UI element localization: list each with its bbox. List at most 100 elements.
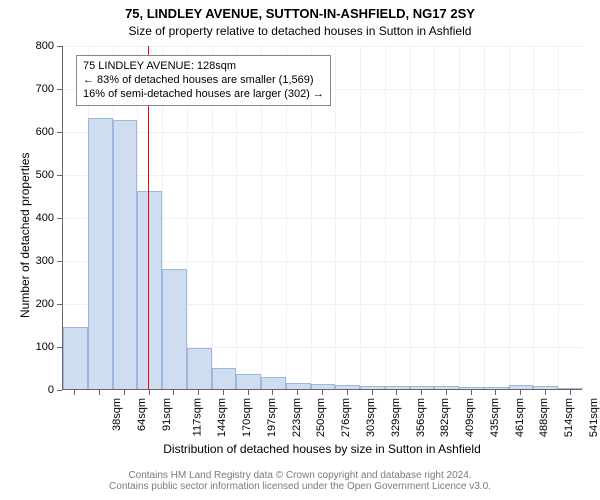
ytick-label: 0 xyxy=(22,384,54,396)
histogram-bar xyxy=(459,387,484,389)
xtick-label: 541sqm xyxy=(588,398,600,437)
ytick-mark xyxy=(57,89,62,90)
chart-footnote: Contains HM Land Registry data © Crown c… xyxy=(0,470,600,492)
chart-subtitle: Size of property relative to detached ho… xyxy=(0,24,600,38)
xtick-mark xyxy=(545,390,546,395)
xtick-label: 117sqm xyxy=(191,398,203,436)
xtick-label: 276sqm xyxy=(340,398,352,437)
ytick-label: 600 xyxy=(22,126,54,138)
xtick-label: 197sqm xyxy=(266,398,278,437)
ytick-mark xyxy=(57,261,62,262)
xtick-mark xyxy=(124,390,125,395)
histogram-bar xyxy=(212,368,237,390)
xtick-mark xyxy=(248,390,249,395)
histogram-bar xyxy=(63,327,88,389)
ytick-mark xyxy=(57,390,62,391)
xtick-mark xyxy=(297,390,298,395)
histogram-bar xyxy=(137,191,162,389)
histogram-bar xyxy=(88,118,113,389)
ytick-label: 700 xyxy=(22,83,54,95)
ytick-label: 500 xyxy=(22,169,54,181)
xtick-mark xyxy=(99,390,100,395)
xtick-mark xyxy=(223,390,224,395)
gridline-v xyxy=(335,46,336,389)
gridline-v xyxy=(360,46,361,389)
x-axis-label: Distribution of detached houses by size … xyxy=(62,442,582,456)
xtick-label: 91sqm xyxy=(161,398,173,431)
xtick-mark xyxy=(471,390,472,395)
xtick-label: 38sqm xyxy=(111,398,123,431)
annotation-line-2: ← 83% of detached houses are smaller (1,… xyxy=(83,74,324,88)
xtick-mark xyxy=(421,390,422,395)
histogram-bar xyxy=(335,385,360,389)
histogram-bar xyxy=(434,386,459,389)
xtick-mark xyxy=(74,390,75,395)
xtick-label: 382sqm xyxy=(439,398,451,437)
footnote-line-2: Contains public sector information licen… xyxy=(0,481,600,492)
xtick-label: 64sqm xyxy=(136,398,148,431)
gridline-v xyxy=(410,46,411,389)
marker-annotation-box: 75 LINDLEY AVENUE: 128sqm ← 83% of detac… xyxy=(76,55,331,106)
xtick-mark xyxy=(520,390,521,395)
gridline-v xyxy=(509,46,510,389)
gridline-h xyxy=(63,175,582,176)
xtick-mark xyxy=(149,390,150,395)
gridline-h xyxy=(63,132,582,133)
xtick-mark xyxy=(372,390,373,395)
ytick-mark xyxy=(57,46,62,47)
xtick-label: 461sqm xyxy=(514,398,526,437)
histogram-bar xyxy=(533,386,558,389)
histogram-bar xyxy=(162,269,187,389)
xtick-mark xyxy=(347,390,348,395)
ytick-mark xyxy=(57,218,62,219)
annotation-line-1: 75 LINDLEY AVENUE: 128sqm xyxy=(83,60,324,74)
footnote-line-1: Contains HM Land Registry data © Crown c… xyxy=(0,470,600,481)
histogram-bar xyxy=(286,383,311,389)
xtick-label: 409sqm xyxy=(464,398,476,437)
histogram-bar xyxy=(311,384,336,389)
gridline-v xyxy=(533,46,534,389)
ytick-mark xyxy=(57,132,62,133)
chart-title: 75, LINDLEY AVENUE, SUTTON-IN-ASHFIELD, … xyxy=(0,6,600,21)
annotation-line-3: 16% of semi-detached houses are larger (… xyxy=(83,88,324,102)
histogram-bar xyxy=(484,387,509,389)
xtick-mark xyxy=(173,390,174,395)
histogram-bar xyxy=(187,348,212,389)
xtick-label: 514sqm xyxy=(563,398,575,437)
gridline-v xyxy=(558,46,559,389)
histogram-chart: 75, LINDLEY AVENUE, SUTTON-IN-ASHFIELD, … xyxy=(0,0,600,500)
histogram-bar xyxy=(113,120,138,389)
gridline-v xyxy=(459,46,460,389)
ytick-label: 200 xyxy=(22,298,54,310)
ytick-label: 400 xyxy=(22,212,54,224)
xtick-label: 250sqm xyxy=(316,398,328,437)
gridline-v xyxy=(434,46,435,389)
xtick-mark xyxy=(495,390,496,395)
ytick-mark xyxy=(57,347,62,348)
xtick-label: 144sqm xyxy=(217,398,229,437)
gridline-v xyxy=(484,46,485,389)
xtick-mark xyxy=(322,390,323,395)
xtick-label: 329sqm xyxy=(390,398,402,437)
xtick-label: 223sqm xyxy=(291,398,303,437)
ytick-label: 800 xyxy=(22,40,54,52)
xtick-label: 170sqm xyxy=(241,398,253,437)
xtick-label: 303sqm xyxy=(365,398,377,437)
ytick-label: 300 xyxy=(22,255,54,267)
histogram-bar xyxy=(509,385,534,389)
xtick-label: 435sqm xyxy=(489,398,501,437)
histogram-bar xyxy=(261,377,286,389)
xtick-mark xyxy=(570,390,571,395)
histogram-bar xyxy=(385,386,410,389)
histogram-bar xyxy=(360,386,385,389)
xtick-mark xyxy=(198,390,199,395)
histogram-bar xyxy=(558,388,583,389)
ytick-mark xyxy=(57,304,62,305)
xtick-mark xyxy=(396,390,397,395)
xtick-mark xyxy=(446,390,447,395)
histogram-bar xyxy=(410,386,435,389)
gridline-h xyxy=(63,46,582,47)
xtick-label: 488sqm xyxy=(538,398,550,437)
histogram-bar xyxy=(236,374,261,389)
ytick-label: 100 xyxy=(22,341,54,353)
